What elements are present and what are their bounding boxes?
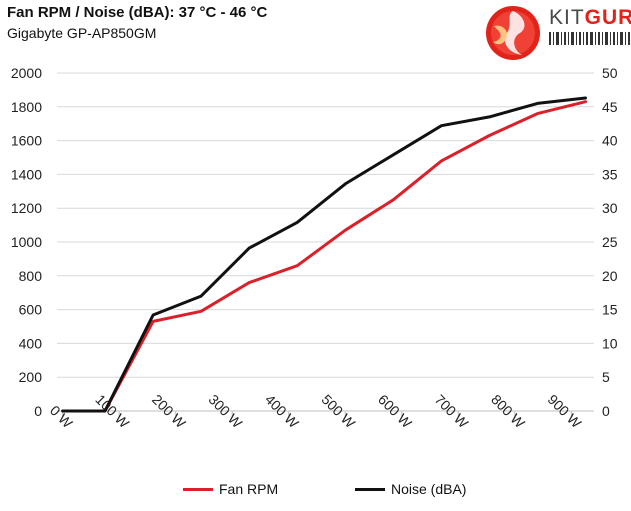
y-right-tick-label: 10 — [602, 335, 618, 351]
series-line-noise — [61, 96, 587, 413]
legend-item-noise: Noise (dBA) — [355, 481, 466, 497]
y-left-tick-label: 1600 — [11, 133, 42, 149]
y-left-tick-label: 2000 — [11, 65, 42, 81]
x-tick-label: 0 W — [47, 402, 76, 431]
y-right-tick-label: 30 — [602, 200, 618, 216]
legend-swatch-noise — [355, 487, 385, 491]
logo-wordmark: KITGURU — [549, 6, 631, 29]
legend-label-noise: Noise (dBA) — [391, 481, 467, 497]
y-right-tick-label: 15 — [602, 302, 618, 318]
legend-label-fan-rpm: Fan RPM — [219, 481, 279, 497]
y-right-tick-label: 35 — [602, 166, 618, 182]
y-left-tick-label: 0 — [34, 403, 42, 419]
y-right-tick-label: 25 — [602, 234, 618, 250]
barcode-icon — [549, 32, 630, 45]
y-right-tick-label: 45 — [602, 99, 618, 115]
y-left-tick-label: 400 — [19, 335, 43, 351]
y-right-tick-label: 20 — [602, 268, 618, 284]
y-left-tick-label: 1800 — [11, 99, 42, 115]
y-right-tick-label: 50 — [602, 65, 618, 81]
chart-subtitle: Gigabyte GP-AP850GM — [7, 25, 157, 41]
y-right-tick-label: 40 — [602, 133, 618, 149]
logo-badge-icon — [486, 6, 540, 60]
legend-swatch-fan-rpm — [183, 487, 213, 491]
y-left-tick-label: 1400 — [11, 166, 42, 182]
y-left-tick-label: 1200 — [11, 200, 42, 216]
y-left-tick-label: 200 — [19, 369, 43, 385]
y-left-tick-label: 800 — [19, 268, 43, 284]
legend-item-fan-rpm: Fan RPM — [183, 481, 278, 497]
y-right-tick-label: 0 — [602, 403, 610, 419]
y-left-tick-label: 600 — [19, 302, 43, 318]
y-left-tick-label: 1000 — [11, 234, 42, 250]
chart-title: Fan RPM / Noise (dBA): 37 °C - 46 °C — [7, 4, 268, 21]
series-line-fan-rpm — [61, 100, 587, 413]
y-right-tick-label: 5 — [602, 369, 610, 385]
